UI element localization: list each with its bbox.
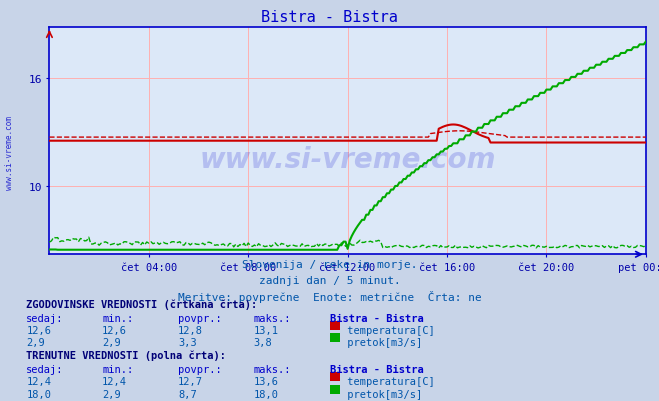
Text: Meritve: povprečne  Enote: metrične  Črta: ne: Meritve: povprečne Enote: metrične Črta:… <box>178 290 481 302</box>
Text: 3,8: 3,8 <box>254 338 272 348</box>
Text: 12,6: 12,6 <box>26 326 51 336</box>
Text: 18,0: 18,0 <box>26 389 51 399</box>
Text: 12,8: 12,8 <box>178 326 203 336</box>
Text: sedaj:: sedaj: <box>26 313 64 323</box>
Text: 12,4: 12,4 <box>26 376 51 386</box>
Text: pretok[m3/s]: pretok[m3/s] <box>341 389 422 399</box>
Text: 3,3: 3,3 <box>178 338 196 348</box>
Text: temperatura[C]: temperatura[C] <box>341 376 435 386</box>
Text: Slovenija / reke in morje.: Slovenija / reke in morje. <box>242 260 417 270</box>
Text: Bistra - Bistra: Bistra - Bistra <box>330 313 423 323</box>
Text: www.si-vreme.com: www.si-vreme.com <box>200 146 496 174</box>
Text: 2,9: 2,9 <box>102 389 121 399</box>
Text: 12,4: 12,4 <box>102 376 127 386</box>
Text: 12,6: 12,6 <box>102 326 127 336</box>
Text: 8,7: 8,7 <box>178 389 196 399</box>
Text: 2,9: 2,9 <box>102 338 121 348</box>
Text: Bistra - Bistra: Bistra - Bistra <box>330 364 423 374</box>
Text: 12,7: 12,7 <box>178 376 203 386</box>
Text: Bistra - Bistra: Bistra - Bistra <box>261 10 398 25</box>
Text: ZGODOVINSKE VREDNOSTI (črtkana črta):: ZGODOVINSKE VREDNOSTI (črtkana črta): <box>26 299 258 309</box>
Text: min.:: min.: <box>102 313 133 323</box>
Text: 18,0: 18,0 <box>254 389 279 399</box>
Text: 13,1: 13,1 <box>254 326 279 336</box>
Text: sedaj:: sedaj: <box>26 364 64 374</box>
Text: maks.:: maks.: <box>254 313 291 323</box>
Text: maks.:: maks.: <box>254 364 291 374</box>
Text: TRENUTNE VREDNOSTI (polna črta):: TRENUTNE VREDNOSTI (polna črta): <box>26 350 226 360</box>
Text: povpr.:: povpr.: <box>178 313 221 323</box>
Text: zadnji dan / 5 minut.: zadnji dan / 5 minut. <box>258 275 401 285</box>
Text: temperatura[C]: temperatura[C] <box>341 326 435 336</box>
Text: 13,6: 13,6 <box>254 376 279 386</box>
Text: min.:: min.: <box>102 364 133 374</box>
Text: www.si-vreme.com: www.si-vreme.com <box>5 115 14 189</box>
Text: pretok[m3/s]: pretok[m3/s] <box>341 338 422 348</box>
Text: povpr.:: povpr.: <box>178 364 221 374</box>
Text: 2,9: 2,9 <box>26 338 45 348</box>
